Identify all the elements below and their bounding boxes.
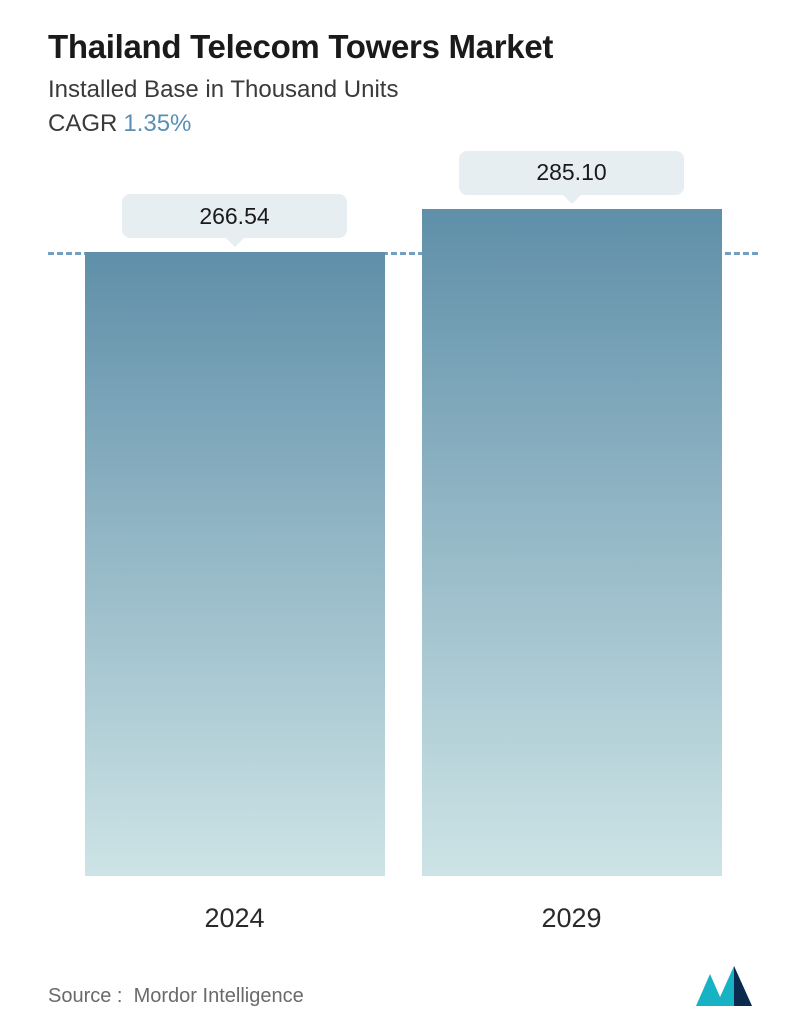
bar bbox=[85, 252, 385, 876]
value-badge: 285.10 bbox=[459, 151, 684, 195]
logo-icon bbox=[694, 966, 758, 1008]
chart-area: 266.54 285.10 2024 2029 bbox=[48, 174, 758, 934]
source-attribution: Source : Mordor Intelligence bbox=[48, 985, 304, 1008]
source-label: Source : bbox=[48, 985, 122, 1007]
source-name: Mordor Intelligence bbox=[134, 985, 304, 1007]
footer: Source : Mordor Intelligence bbox=[48, 966, 758, 1008]
x-axis-label: 2029 bbox=[422, 903, 722, 934]
value-badge: 266.54 bbox=[122, 194, 347, 238]
bar bbox=[422, 209, 722, 876]
x-axis-labels: 2024 2029 bbox=[48, 903, 758, 934]
chart-subtitle: Installed Base in Thousand Units bbox=[48, 76, 758, 104]
x-axis-label: 2024 bbox=[85, 903, 385, 934]
brand-logo bbox=[694, 966, 758, 1008]
bars-group: 266.54 285.10 bbox=[48, 174, 758, 876]
bar-column: 266.54 bbox=[85, 174, 385, 876]
cagr-value: 1.35% bbox=[123, 110, 191, 137]
page-title: Thailand Telecom Towers Market bbox=[48, 28, 758, 66]
plot-region: 266.54 285.10 bbox=[48, 174, 758, 876]
bar-column: 285.10 bbox=[422, 174, 722, 876]
chart-container: Thailand Telecom Towers Market Installed… bbox=[0, 0, 796, 1034]
cagr-row: CAGR1.35% bbox=[48, 110, 758, 138]
cagr-label: CAGR bbox=[48, 110, 117, 137]
